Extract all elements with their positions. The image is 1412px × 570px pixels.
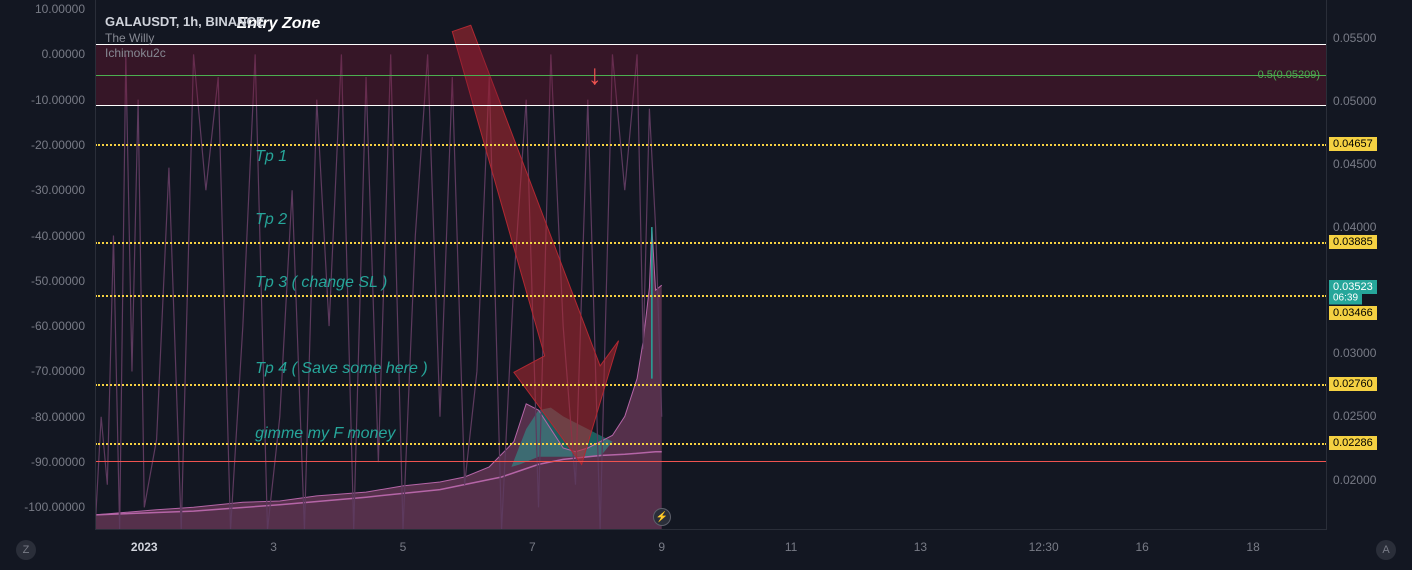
price-tag: 0.03885 bbox=[1329, 235, 1377, 249]
price-tag: 0.03466 bbox=[1329, 306, 1377, 320]
x-axis-label: 16 bbox=[1136, 540, 1149, 554]
ticker-info[interactable]: GALAUSDT, 1h, BINANCE The Willy Ichimoku… bbox=[105, 14, 265, 62]
right-axis-label: 0.03000 bbox=[1333, 346, 1376, 360]
right-axis-label: 0.04000 bbox=[1333, 220, 1376, 234]
hline bbox=[95, 75, 1327, 76]
left-axis-label: -10.00000 bbox=[31, 93, 85, 107]
right-axis-label: 0.02500 bbox=[1333, 409, 1376, 423]
right-axis-label: 0.04500 bbox=[1333, 157, 1376, 171]
x-axis-label: 11 bbox=[785, 540, 797, 554]
hline bbox=[95, 242, 1327, 244]
hline bbox=[95, 384, 1327, 386]
left-axis-label: -30.00000 bbox=[31, 183, 85, 197]
left-axis-label: -80.00000 bbox=[31, 410, 85, 424]
hline bbox=[95, 44, 1327, 45]
indicator-1: The Willy bbox=[105, 31, 265, 47]
left-axis-label: -90.00000 bbox=[31, 455, 85, 469]
hline bbox=[95, 461, 1327, 462]
x-axis-label: 18 bbox=[1246, 540, 1259, 554]
right-axis-label: 0.05500 bbox=[1333, 31, 1376, 45]
left-axis-label: -100.00000 bbox=[24, 500, 85, 514]
bolt-icon[interactable]: ⚡ bbox=[653, 508, 671, 526]
price-tag: 0.04657 bbox=[1329, 137, 1377, 151]
price-tag: 06:39 bbox=[1329, 291, 1362, 304]
x-axis-label: 12:30 bbox=[1029, 540, 1059, 554]
a-badge[interactable]: A bbox=[1376, 540, 1396, 560]
left-axis-label: -50.00000 bbox=[31, 274, 85, 288]
price-tag: 0.02760 bbox=[1329, 377, 1377, 391]
left-axis-label: -40.00000 bbox=[31, 229, 85, 243]
right-y-axis[interactable]: 0.05500 0.05000 0.04500 0.04000 0.03000 0.025… bbox=[1327, 0, 1412, 530]
x-axis-label: 7 bbox=[529, 540, 536, 554]
price-tag: 0.02286 bbox=[1329, 436, 1377, 450]
left-axis-label: 10.00000 bbox=[35, 2, 85, 16]
x-axis-label: 9 bbox=[658, 540, 665, 554]
indicator-2: Ichimoku2c bbox=[105, 46, 265, 62]
left-axis-label: -60.00000 bbox=[31, 319, 85, 333]
chart-right-border bbox=[1326, 0, 1327, 530]
right-axis-label: 0.02000 bbox=[1333, 473, 1376, 487]
x-axis[interactable]: 2023 3 5 7 9 11 13 12:30 16 18 bbox=[95, 530, 1327, 570]
left-axis-label: -20.00000 bbox=[31, 138, 85, 152]
hline bbox=[95, 105, 1327, 106]
left-axis-label: -70.00000 bbox=[31, 364, 85, 378]
x-axis-label: 13 bbox=[914, 540, 927, 554]
annotation-label: Tp 4 ( Save some here ) bbox=[255, 360, 428, 378]
left-y-axis[interactable]: 10.00000 0.00000 -10.00000 -20.00000 -30.000… bbox=[0, 0, 95, 530]
hline bbox=[95, 443, 1327, 445]
annotation-label: gimme my F money bbox=[255, 425, 395, 443]
annotation-label: Tp 1 bbox=[255, 148, 287, 166]
ticker-symbol: GALAUSDT, 1h, BINANCE bbox=[105, 14, 265, 31]
hline bbox=[95, 144, 1327, 146]
right-axis-label: 0.05000 bbox=[1333, 94, 1376, 108]
chart-left-border bbox=[95, 0, 96, 530]
left-axis-label: 0.00000 bbox=[42, 47, 85, 61]
down-arrow-icon: ↓ bbox=[588, 59, 602, 91]
x-axis-label: 3 bbox=[270, 540, 277, 554]
z-badge[interactable]: Z bbox=[16, 540, 36, 560]
x-axis-label: 2023 bbox=[131, 540, 158, 554]
hline bbox=[95, 295, 1327, 297]
x-axis-label: 5 bbox=[400, 540, 407, 554]
annotation-label: Tp 2 bbox=[255, 211, 287, 229]
chart-bottom-border bbox=[95, 529, 1327, 530]
fib-label: 0.5(0.05209) bbox=[1258, 69, 1320, 81]
chart-plot-area[interactable]: Entry ZoneTp 1Tp 2Tp 3 ( change SL )Tp 4… bbox=[95, 0, 1327, 530]
annotation-label: Tp 3 ( change SL ) bbox=[255, 274, 387, 292]
